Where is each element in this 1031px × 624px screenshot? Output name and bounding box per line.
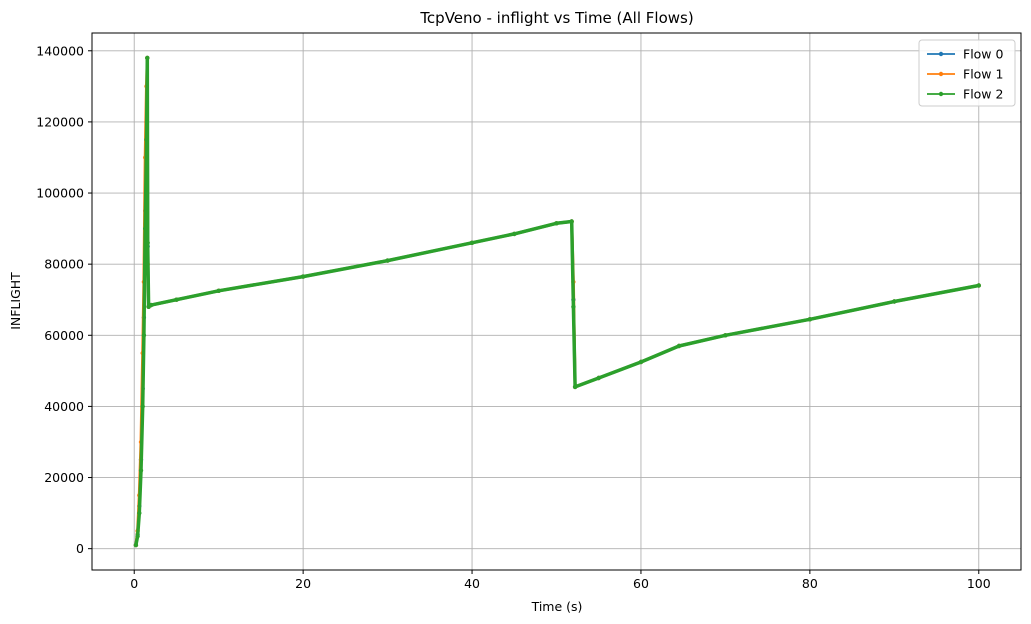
data-point: [638, 359, 644, 365]
data-point: [137, 510, 142, 516]
x-axis-ticks: 0 20 40 60 80 100: [130, 570, 991, 591]
x-tick-label: 80: [802, 576, 818, 591]
data-point: [300, 274, 306, 279]
data-point: [135, 534, 140, 539]
series-layer: [133, 55, 981, 548]
legend-label: Flow 2: [963, 87, 1003, 102]
y-tick-label: 80000: [44, 257, 84, 272]
plot-frame: [91, 32, 1022, 571]
data-point: [138, 468, 144, 473]
y-tick-label: 60000: [44, 328, 84, 343]
data-point: [144, 137, 149, 142]
x-tick-label: 0: [130, 576, 138, 591]
data-point: [571, 304, 576, 309]
data-point: [723, 333, 728, 338]
data-point: [148, 302, 154, 308]
data-point: [572, 384, 578, 390]
data-point: [512, 231, 517, 237]
data-point: [143, 226, 148, 231]
x-tick-label: 20: [295, 576, 311, 591]
data-point: [596, 375, 601, 381]
data-point: [554, 221, 559, 226]
data-point: [145, 55, 150, 61]
y-tick-label: 100000: [36, 186, 84, 201]
data-point: [976, 283, 981, 288]
y-tick-label: 40000: [44, 399, 84, 414]
data-point: [676, 343, 682, 349]
data-point: [807, 317, 813, 322]
y-tick-label: 20000: [44, 470, 84, 485]
y-tick-label: 140000: [36, 43, 84, 58]
data-point: [145, 240, 150, 245]
x-tick-label: 60: [633, 576, 649, 591]
data-point: [469, 240, 475, 245]
chart-title: TcpVeno - inflight vs Time (All Flows): [419, 9, 693, 27]
legend-label: Flow 1: [963, 67, 1003, 82]
x-axis-label: Time (s): [531, 599, 583, 614]
legend-marker: [938, 51, 944, 57]
legend-marker: [938, 91, 944, 97]
legend: Flow 0 Flow 1 Flow 2: [918, 39, 1016, 107]
legend-label: Flow 0: [963, 47, 1004, 62]
series-2: [133, 55, 981, 548]
legend-box: [918, 39, 1016, 107]
y-tick-label: 0: [76, 541, 84, 556]
data-point: [385, 258, 390, 263]
grid: [92, 33, 1021, 570]
data-point: [569, 219, 574, 224]
legend-marker: [938, 71, 944, 77]
data-point: [174, 297, 179, 302]
data-point: [140, 404, 145, 409]
y-axis-label: INFLIGHT: [8, 272, 23, 330]
y-tick-label: 120000: [36, 114, 84, 129]
data-point: [133, 542, 139, 548]
x-tick-label: 40: [464, 576, 480, 591]
data-point: [892, 299, 897, 304]
data-point: [216, 288, 221, 293]
x-tick-label: 100: [967, 576, 991, 591]
y-axis-ticks: 0 20000 40000 60000 80000 100000 120000 140000: [36, 43, 92, 556]
data-point: [141, 333, 147, 338]
